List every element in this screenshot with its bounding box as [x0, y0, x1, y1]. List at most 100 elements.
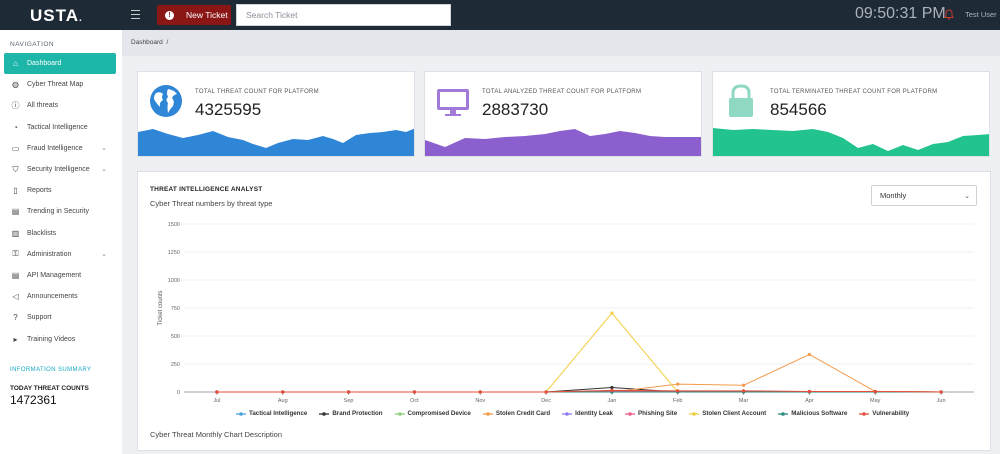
chart-legend: Tactical Intelligence Brand Protection Com…: [236, 410, 909, 417]
data-point: [939, 390, 943, 394]
sidebar-item-blacklists[interactable]: ▥ Blacklists: [4, 223, 116, 244]
sidebar-item-label: Fraud Intelligence: [27, 144, 83, 152]
x-tick-label: Jul: [213, 398, 220, 404]
legend-item[interactable]: Phishing Site: [624, 410, 677, 417]
bell-icon[interactable]: [944, 9, 954, 20]
globe-icon: [150, 85, 182, 117]
home-icon: ⌂: [13, 59, 18, 68]
today-threat-value: 1472361: [10, 393, 57, 407]
sidebar-item-label: Security Intelligence: [27, 166, 90, 173]
legend-swatch: [319, 411, 330, 416]
legend-item[interactable]: Brand Protection: [319, 410, 383, 417]
legend-label: Stolen Credit Card: [495, 410, 551, 417]
sidebar-item-all-threats[interactable]: ⓘ All threats: [4, 95, 116, 116]
x-tick-label: Jun: [937, 398, 946, 404]
legend-item[interactable]: Vulnerability: [859, 410, 909, 417]
legend-item[interactable]: Tactical Intelligence: [236, 410, 307, 417]
sidebar-item-label: All threats: [27, 102, 59, 110]
data-point: [610, 311, 614, 315]
period-select-value: Monthly: [880, 191, 907, 200]
y-tick-label: 1250: [168, 250, 180, 256]
sidebar-item-security-intelligence[interactable]: ⛉ Security Intelligence ⌄: [4, 159, 116, 180]
breadcrumb: Dashboard /: [131, 39, 168, 46]
credit-card-icon: ▭: [11, 143, 20, 153]
x-tick-label: Aug: [278, 398, 288, 404]
search-input[interactable]: [236, 4, 451, 26]
menu-icon[interactable]: [130, 7, 142, 21]
legend-swatch: [859, 411, 870, 416]
sidebar-item-announcements[interactable]: ◁ Announcements: [4, 286, 116, 307]
sidebar-item-dashboard[interactable]: ⌂ Dashboard: [4, 53, 116, 74]
legend-item[interactable]: Compromised Device: [394, 410, 471, 417]
legend-item[interactable]: Malicious Software: [778, 410, 847, 417]
sidebar-item-training-videos[interactable]: ▸ Training Videos: [4, 329, 116, 350]
lock-icon: ⚿: [12, 249, 19, 259]
sidebar-item-cyber-threat-map[interactable]: ◍ Cyber Threat Map: [4, 74, 116, 95]
sidebar-item-administration[interactable]: ⚿ Administration ⌄: [4, 244, 116, 265]
wave-graph: [138, 128, 414, 156]
legend-swatch: [562, 411, 573, 416]
sidebar-item-label: Dashboard: [27, 60, 62, 67]
x-tick-label: Dec: [541, 398, 551, 404]
panel-subtitle: Cyber Threat numbers by threat type: [150, 199, 273, 208]
legend-swatch: [689, 411, 700, 416]
data-point: [478, 390, 482, 394]
sidebar-item-tactical-intelligence[interactable]: ◔ Tactical Intelligence: [4, 117, 116, 138]
legend-item[interactable]: Identity Leak: [562, 410, 613, 417]
x-tick-label: Jan: [607, 398, 616, 404]
analyzed-count-card: TOTAL ANALYZED THREAT COUNT FOR PLATFORM…: [424, 71, 702, 157]
legend-swatch: [778, 411, 789, 416]
legend-item[interactable]: Stolen Client Account: [689, 410, 766, 417]
legend-item[interactable]: Stolen Credit Card: [482, 410, 551, 417]
data-point: [873, 389, 877, 394]
sidebar-item-fraud-intelligence[interactable]: ▭ Fraud Intelligence ⌄: [4, 138, 116, 159]
data-point: [610, 388, 614, 392]
nav-title: NAVIGATION: [10, 41, 55, 48]
y-tick-label: 500: [171, 334, 180, 340]
data-point: [676, 389, 680, 393]
data-point: [807, 352, 812, 357]
sidebar-item-api-management[interactable]: ▤ API Management: [4, 265, 116, 286]
legend-label: Vulnerability: [872, 410, 910, 417]
sidebar: NAVIGATION ⌂ Dashboard ◍ Cyber Threat Map ⓘ A…: [0, 30, 122, 454]
sidebar-item-label: Announcements: [27, 293, 78, 301]
data-point: [807, 389, 812, 394]
legend-label: Compromised Device: [407, 410, 471, 417]
legend-label: Brand Protection: [332, 410, 383, 417]
y-axis-label: Ticket counts: [158, 290, 164, 325]
sidebar-item-label: Cyber Threat Map: [27, 81, 84, 89]
period-select[interactable]: Monthly ⌄: [871, 185, 977, 206]
legend-label: Malicious Software: [791, 410, 848, 417]
user-menu[interactable]: Test User: [965, 10, 997, 19]
today-threat-label: TODAY THREAT COUNTS: [10, 385, 89, 392]
info-summary-title: INFORMATION SUMMARY: [10, 367, 92, 373]
x-tick-label: Mar: [739, 398, 749, 404]
card-label: TOTAL TERMINATED THREAT COUNT FOR PLATFO…: [770, 89, 938, 95]
legend-label: Tactical Intelligence: [249, 410, 308, 417]
sidebar-item-reports[interactable]: ▯ Reports: [4, 180, 116, 201]
terminated-count-card: TOTAL TERMINATED THREAT COUNT FOR PLATFO…: [712, 71, 990, 157]
new-ticket-button[interactable]: ! New Ticket: [157, 5, 231, 25]
chevron-down-icon: ⌄: [101, 166, 107, 173]
legend-swatch: [482, 411, 493, 416]
wave-graph: [425, 129, 701, 156]
top-bar: USTA. ! New Ticket 09:50:31 PM Test User: [0, 0, 1000, 30]
x-tick-label: Sep: [344, 398, 354, 404]
data-point: [412, 390, 417, 394]
wave-graph: [713, 128, 989, 156]
x-tick-label: Nov: [475, 398, 485, 404]
clock: 09:50:31 PM: [855, 5, 946, 22]
sidebar-item-label: Training Videos: [27, 335, 76, 343]
legend-label: Stolen Client Account: [702, 410, 767, 417]
threat-analyst-panel: THREAT INTELLIGENCE ANALYST Cyber Threat…: [137, 171, 991, 451]
y-tick-label: 1500: [168, 222, 180, 228]
sidebar-item-trending-in-security[interactable]: ▤ Trending in Security: [4, 201, 116, 222]
legend-swatch: [236, 411, 246, 416]
megaphone-icon: ◁: [12, 292, 19, 302]
y-tick-label: 750: [171, 306, 180, 312]
sidebar-item-support[interactable]: ? Support: [4, 307, 116, 328]
newspaper-icon: ▤: [11, 207, 20, 217]
sidebar-item-label: API Management: [27, 272, 82, 279]
logo[interactable]: USTA.: [30, 6, 83, 25]
breadcrumb-item[interactable]: Dashboard: [131, 39, 163, 46]
